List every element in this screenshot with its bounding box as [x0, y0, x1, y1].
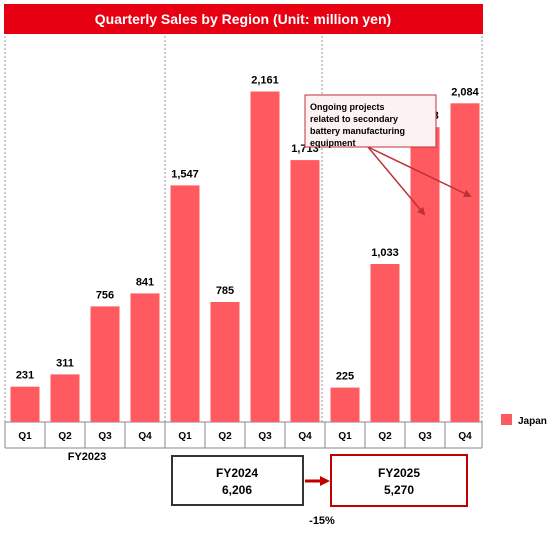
value-label: 1,033	[371, 247, 399, 259]
bar-q1	[10, 386, 40, 422]
bar-q4	[130, 293, 160, 422]
value-label: 785	[216, 285, 234, 297]
annotation-arrow-q4	[367, 146, 472, 198]
bar-q3	[410, 127, 440, 422]
x-tick-label: Q3	[258, 431, 272, 442]
fy2025-total-box	[330, 454, 468, 507]
legend-label-japan: Japan	[518, 416, 547, 427]
bar-q2	[370, 264, 400, 422]
fy2025-total-value: 5,270	[384, 483, 414, 497]
bar-q4	[290, 160, 320, 422]
legend-swatch-japan	[501, 414, 512, 425]
fy2024-total-box	[171, 455, 304, 506]
bar-q4	[450, 103, 480, 423]
fy2024-total-value: 6,206	[222, 483, 252, 497]
bar-q3	[90, 306, 120, 422]
change-label: -15%	[309, 515, 335, 527]
value-label: 756	[96, 289, 114, 301]
x-tick-label: Q2	[58, 431, 72, 442]
x-tick-label: Q1	[18, 431, 32, 442]
x-tick-label: Q3	[418, 431, 432, 442]
value-label: 231	[16, 370, 34, 382]
value-label: 311	[56, 357, 74, 369]
bar-q1	[330, 387, 360, 422]
chart-title: Quarterly Sales by Region (Unit: million…	[95, 11, 391, 27]
fy2025-label: FY2025	[378, 466, 420, 480]
value-label: 841	[136, 276, 154, 288]
x-tick-label: Q2	[218, 431, 232, 442]
annotation-text: Ongoing projects related to secondary batt…	[310, 102, 405, 148]
fy2024-label: FY2024	[216, 466, 258, 480]
x-tick-label: Q4	[458, 431, 472, 442]
bars-group	[10, 91, 480, 423]
value-label: 2,084	[451, 86, 479, 98]
x-tick-label: Q2	[378, 431, 392, 442]
x-tick-label: Q3	[98, 431, 112, 442]
bar-q1	[170, 185, 200, 422]
x-tick-label: Q1	[178, 431, 192, 442]
x-tick-label: Q4	[138, 431, 152, 442]
group-label-fy2023: FY2023	[68, 451, 107, 463]
annotation-box	[304, 94, 437, 148]
value-label: 225	[336, 371, 354, 383]
bar-q2	[210, 302, 240, 422]
value-labels-group: 2313117568411,5477852,1611,7132251,0331,…	[16, 75, 480, 383]
x-tick-label: Q1	[338, 431, 352, 442]
value-label: 2,161	[251, 75, 279, 87]
bar-q3	[250, 91, 280, 422]
title-bar	[4, 4, 483, 34]
x-tick-label: Q4	[298, 431, 312, 442]
x-tick-labels-group: Q1 Q2 Q3 Q4 Q1 Q2 Q3 Q4 Q1 Q2 Q3 Q4	[4, 422, 483, 448]
annotation-arrow-q3	[367, 146, 426, 216]
value-label: 1,547	[171, 168, 199, 180]
bar-q2	[50, 374, 80, 422]
